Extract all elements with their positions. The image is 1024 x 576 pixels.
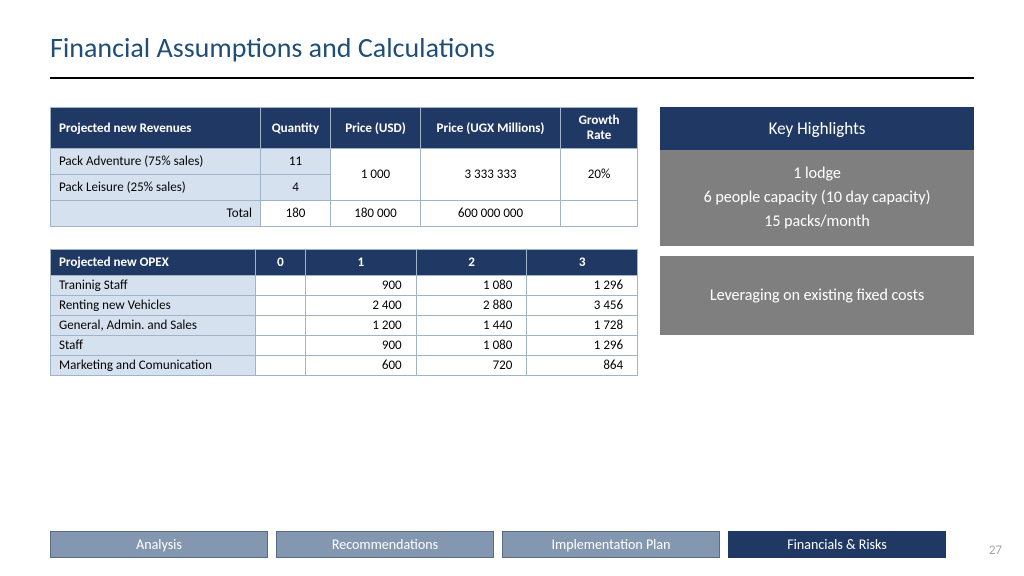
opex-cell bbox=[256, 336, 306, 356]
rev-r1-qty: 4 bbox=[261, 175, 331, 201]
rev-h4: Growth Rate bbox=[561, 108, 638, 149]
opex-h0: Projected new OPEX bbox=[51, 250, 256, 276]
nav-tab[interactable]: Analysis bbox=[50, 531, 268, 558]
kh-line-0: 1 lodge bbox=[666, 162, 968, 186]
rev-total-usd: 180 000 bbox=[331, 201, 421, 227]
kh-line-1: 6 people capacity (10 day capacity) bbox=[666, 186, 968, 210]
rev-total-growth bbox=[561, 201, 638, 227]
nav-tab[interactable]: Recommendations bbox=[276, 531, 494, 558]
opex-cell: 1 296 bbox=[527, 336, 638, 356]
rev-total-qty: 180 bbox=[261, 201, 331, 227]
kh-line-2: 15 packs/month bbox=[666, 210, 968, 234]
opex-cell: 720 bbox=[416, 356, 527, 376]
opex-cell: 900 bbox=[305, 276, 416, 296]
rev-h0: Projected new Revenues bbox=[51, 108, 261, 149]
opex-cell: 1 440 bbox=[416, 316, 527, 336]
opex-row-label: Renting new Vehicles bbox=[51, 296, 256, 316]
key-highlights-body: 1 lodge 6 people capacity (10 day capaci… bbox=[660, 150, 974, 246]
opex-row-label: Traninig Staff bbox=[51, 276, 256, 296]
rev-r0-label: Pack Adventure (75% sales) bbox=[51, 149, 261, 175]
key-highlights-note: Leveraging on existing fixed costs bbox=[660, 256, 974, 335]
opex-cell: 600 bbox=[305, 356, 416, 376]
opex-cell: 1 296 bbox=[527, 276, 638, 296]
page-number: 27 bbox=[989, 543, 1002, 558]
nav-bar: Analysis Recommendations Implementation Pl… bbox=[50, 531, 946, 558]
opex-h1: 0 bbox=[256, 250, 306, 276]
rev-total-label: Total bbox=[51, 201, 261, 227]
opex-row-label: Staff bbox=[51, 336, 256, 356]
opex-cell: 1 080 bbox=[416, 336, 527, 356]
rev-r1-label: Pack Leisure (25% sales) bbox=[51, 175, 261, 201]
revenues-table: Projected new Revenues Quantity Price (U… bbox=[50, 107, 638, 227]
opex-cell: 3 456 bbox=[527, 296, 638, 316]
opex-cell: 2 400 bbox=[305, 296, 416, 316]
opex-cell: 1 080 bbox=[416, 276, 527, 296]
nav-tab[interactable]: Financials & Risks bbox=[728, 531, 946, 558]
key-highlights-title: Key Highlights bbox=[660, 107, 974, 150]
page-title: Financial Assumptions and Calculations bbox=[50, 30, 974, 65]
opex-table: Projected new OPEX 0 1 2 3 Traninig Staf… bbox=[50, 249, 638, 376]
opex-cell bbox=[256, 296, 306, 316]
opex-cell: 1 200 bbox=[305, 316, 416, 336]
rev-total-ugx: 600 000 000 bbox=[421, 201, 561, 227]
opex-cell bbox=[256, 276, 306, 296]
opex-cell bbox=[256, 316, 306, 336]
opex-cell bbox=[256, 356, 306, 376]
opex-cell: 900 bbox=[305, 336, 416, 356]
divider bbox=[50, 77, 974, 79]
opex-cell: 864 bbox=[527, 356, 638, 376]
rev-h3: Price (UGX Millions) bbox=[421, 108, 561, 149]
nav-tab[interactable]: Implementation Plan bbox=[502, 531, 720, 558]
opex-h2: 1 bbox=[305, 250, 416, 276]
opex-cell: 1 728 bbox=[527, 316, 638, 336]
rev-h2: Price (USD) bbox=[331, 108, 421, 149]
opex-h4: 3 bbox=[527, 250, 638, 276]
opex-cell: 2 880 bbox=[416, 296, 527, 316]
rev-growth: 20% bbox=[561, 149, 638, 201]
opex-row-label: General, Admin. and Sales bbox=[51, 316, 256, 336]
rev-price-ugx: 3 333 333 bbox=[421, 149, 561, 201]
opex-row-label: Marketing and Comunication bbox=[51, 356, 256, 376]
key-highlights-box: Key Highlights 1 lodge 6 people capacity… bbox=[660, 107, 974, 246]
rev-r0-qty: 11 bbox=[261, 149, 331, 175]
rev-h1: Quantity bbox=[261, 108, 331, 149]
rev-price-usd: 1 000 bbox=[331, 149, 421, 201]
opex-h3: 2 bbox=[416, 250, 527, 276]
